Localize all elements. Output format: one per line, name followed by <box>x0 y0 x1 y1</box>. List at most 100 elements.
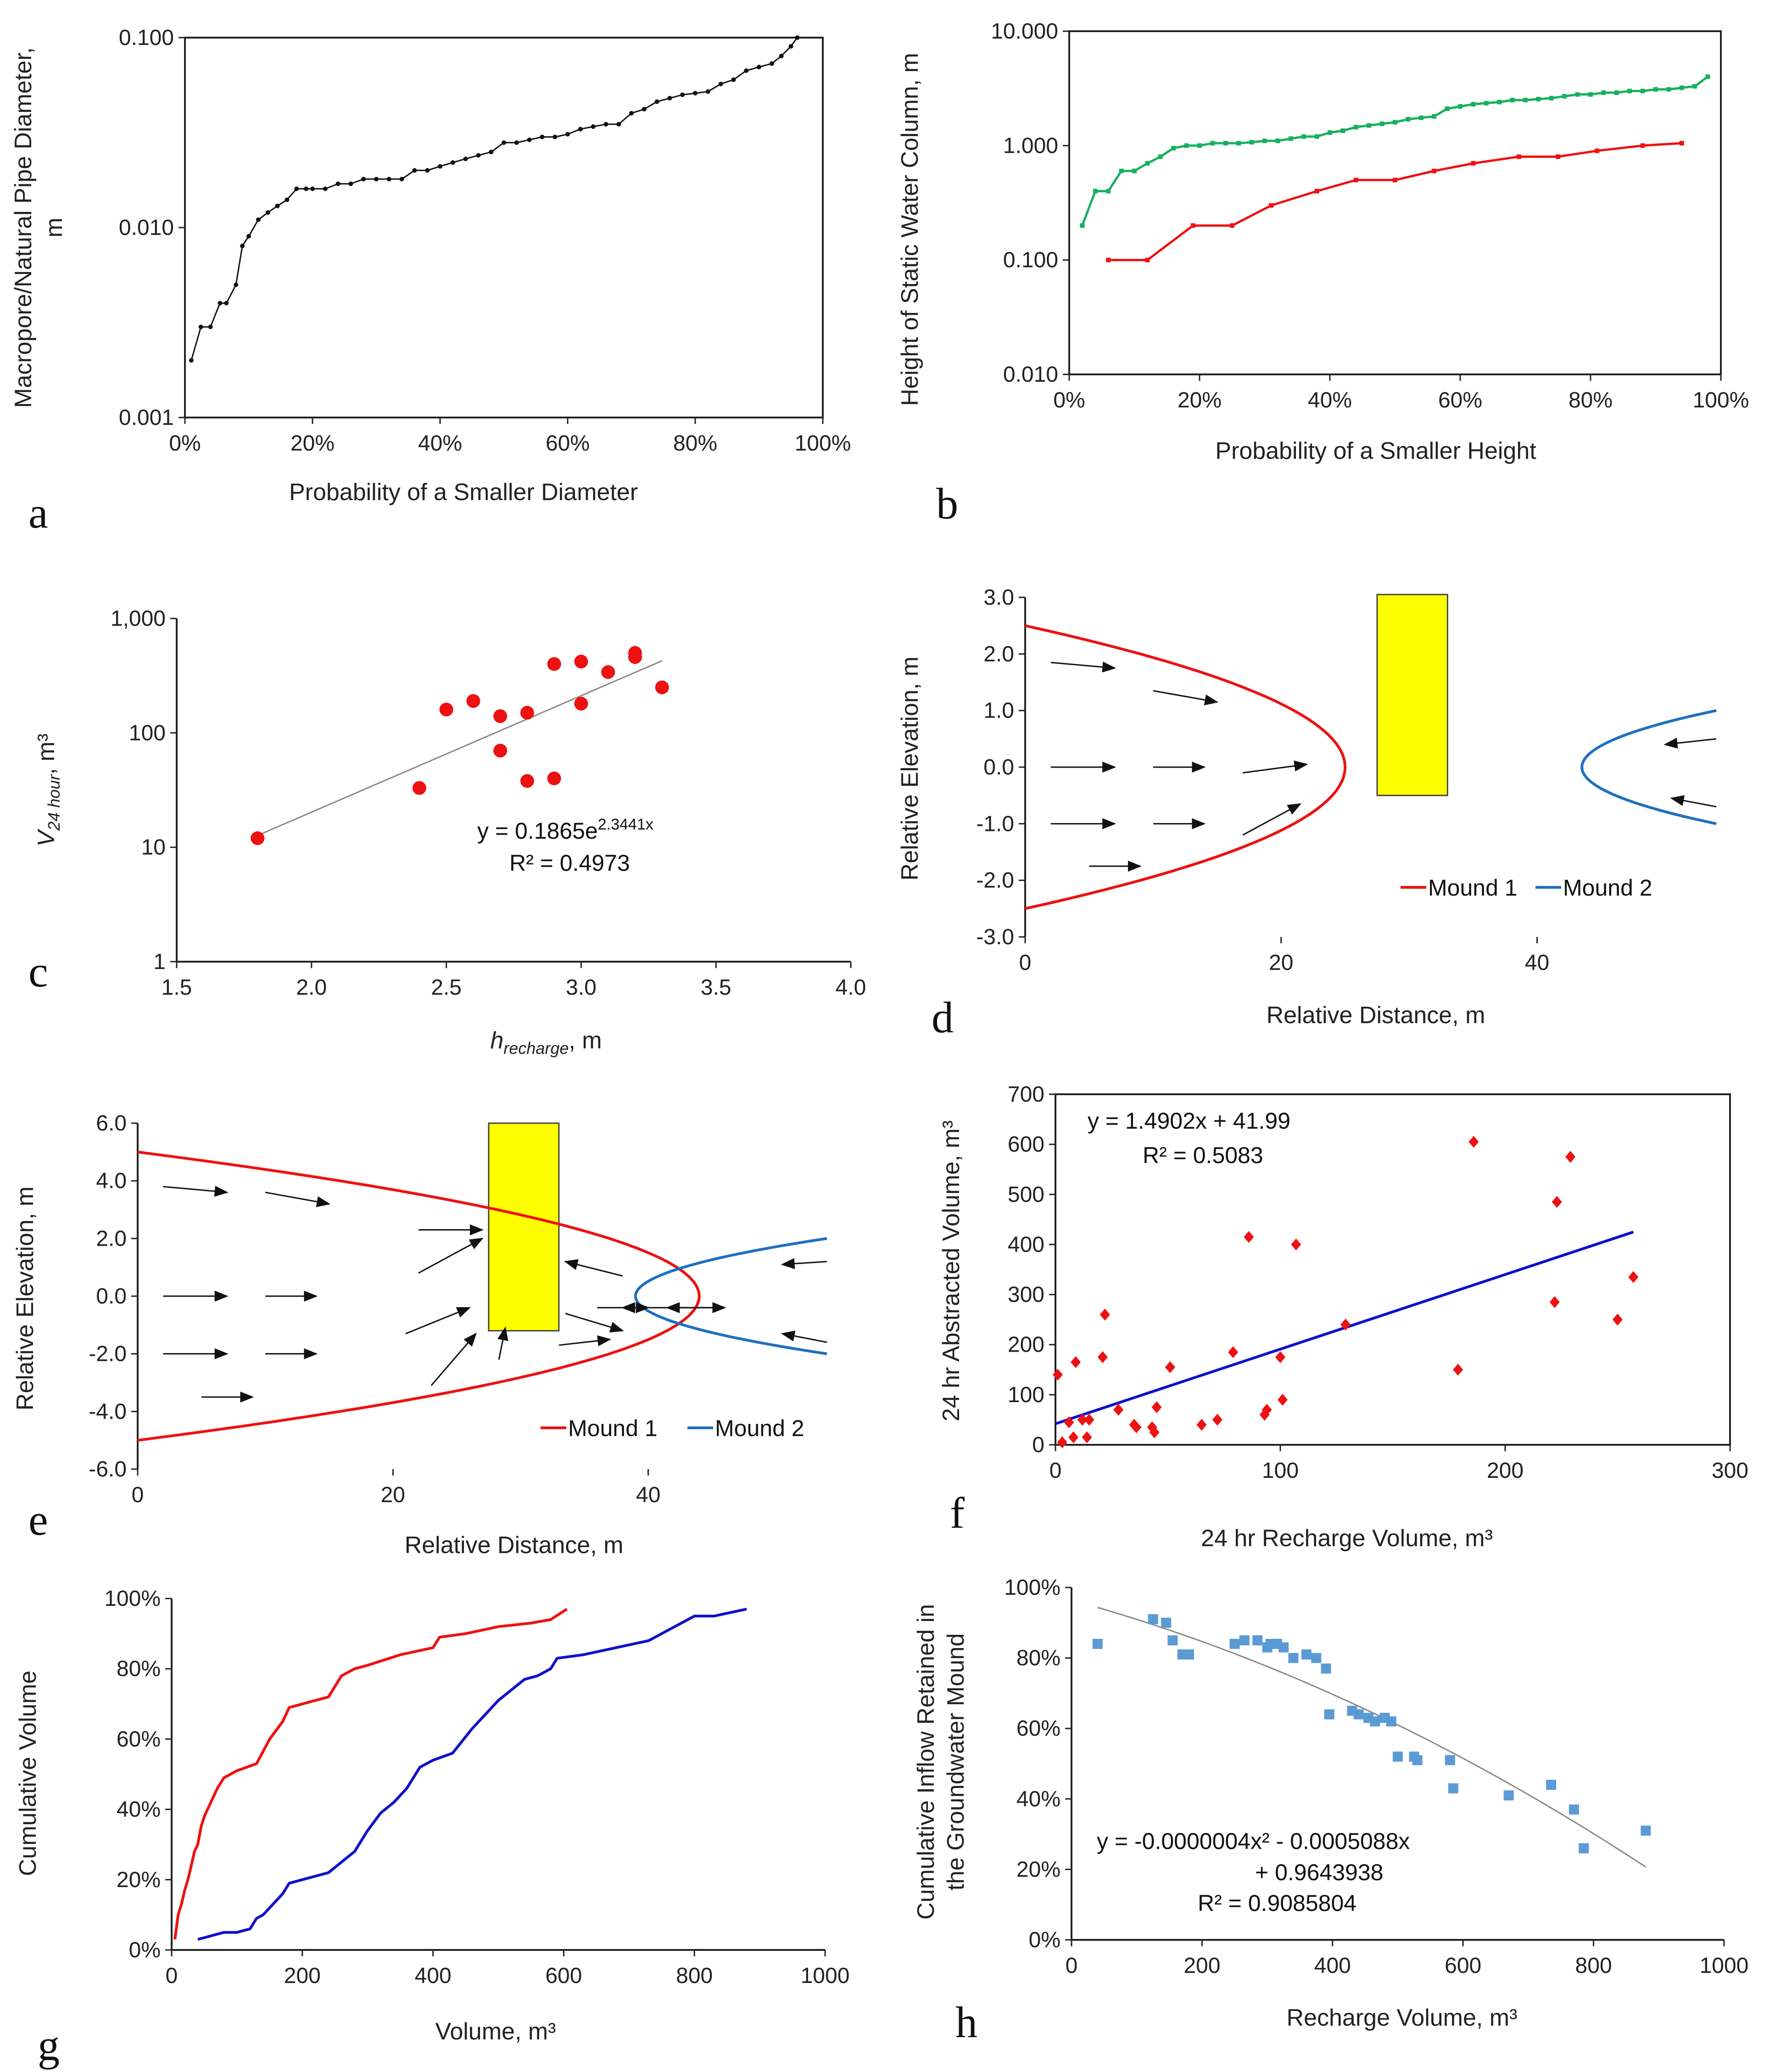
data-point-lower <box>1595 148 1600 153</box>
y-ticks-f: 0 100 200 300 400 500 600 700 <box>1008 1082 1055 1457</box>
data-point-f <box>1165 1361 1175 1373</box>
r2-c: R² = 0.4973 <box>509 850 630 876</box>
data-point-diameter <box>527 137 532 142</box>
data-point-f <box>1084 1414 1094 1426</box>
data-point-diameter <box>361 177 366 182</box>
data-point-diameter <box>294 186 299 191</box>
data-point-upper <box>1132 168 1137 173</box>
x-tick-label-f: 300 <box>1712 1459 1748 1483</box>
y-tick-label-f: 700 <box>1008 1082 1044 1107</box>
panel-c: 1 10 100 1,000 1.5 2.0 2.5 3.0 3.5 4.0 y = 0.186… <box>28 607 866 1058</box>
flow-arrow-e <box>781 1331 827 1343</box>
x-tick-label-h: 1000 <box>1700 1954 1749 1978</box>
data-point-diameter <box>208 324 213 329</box>
y-tick-label-b: 0.010 <box>1003 362 1058 387</box>
data-point-upper <box>1197 143 1202 148</box>
data-point-h <box>1288 1653 1299 1663</box>
data-point-h <box>1161 1617 1172 1628</box>
y-axis-title-e: Relative Elevation, m <box>12 1186 39 1410</box>
data-point-diameter <box>540 134 545 139</box>
data-point-upper <box>1262 139 1267 144</box>
y-ticks-b: 0.010 0.100 1.000 10.000 <box>991 19 1069 387</box>
y-axis-title-b: Height of Static Water Column, m <box>897 53 923 406</box>
data-point-c <box>493 709 508 723</box>
flow-arrow-d <box>1242 803 1302 836</box>
data-point-h <box>1370 1716 1380 1727</box>
y-tick-label-h: 20% <box>1016 1857 1061 1882</box>
data-point-diameter <box>246 234 251 239</box>
flow-arrow-e <box>163 1186 229 1197</box>
y-tick-label-a: 0.001 <box>119 406 174 430</box>
x-axis-title-c-main: h <box>490 1027 503 1054</box>
data-point-f <box>1291 1238 1301 1251</box>
data-point-lower <box>1393 178 1397 183</box>
flow-arrow-d <box>1670 795 1717 808</box>
data-point-diameter <box>224 301 229 306</box>
data-point-f <box>1077 1414 1088 1426</box>
panel-b: 0.010 0.100 1.000 10.000 0% 20% 40% 60% 80% 100%… <box>897 19 1749 528</box>
data-point-diameter <box>240 244 245 249</box>
x-tick-label-f: 200 <box>1487 1459 1524 1483</box>
data-point-f <box>1131 1421 1142 1433</box>
data-point-diameter <box>502 140 506 145</box>
flow-arrow-e <box>430 1332 477 1386</box>
x-tick-label-g: 0 <box>166 1964 178 1988</box>
panel-f: 0 100 200 300 400 500 600 700 0 100 200 300 y = 1.… <box>938 1082 1748 1552</box>
y-tick-label-h: 80% <box>1016 1646 1061 1671</box>
panel-a: 0.001 0.010 0.100 0% 20% 40% 60% 80% 100% Proba… <box>10 26 851 537</box>
data-point-f <box>1552 1196 1562 1208</box>
y-tick-label-a: 0.010 <box>119 216 174 240</box>
y-axis-title-f: 24 hr Abstracted Volume, m³ <box>938 1120 965 1421</box>
x-tick-label-e: 20 <box>381 1483 405 1507</box>
series-line-recharge <box>173 1608 568 1940</box>
x-tick-label-g: 200 <box>284 1964 321 1988</box>
data-point-upper <box>1353 125 1358 130</box>
data-point-lower <box>1556 154 1560 159</box>
data-point-c <box>547 771 561 785</box>
data-point-upper <box>1210 141 1215 146</box>
data-point-c <box>412 781 426 795</box>
data-point-c <box>628 650 642 664</box>
data-point-lower <box>1190 223 1195 228</box>
y-tick-label-c: 10 <box>141 835 166 860</box>
data-point-diameter <box>788 44 793 49</box>
x-tick-label-a: 20% <box>290 431 335 456</box>
flow-arrow-e <box>564 1259 623 1277</box>
y-tick-label-f: 300 <box>1008 1283 1044 1307</box>
data-point-diameter <box>667 95 672 100</box>
data-point-upper <box>1171 145 1176 150</box>
y-tick-label-e: 4.0 <box>96 1169 127 1193</box>
data-point-h <box>1321 1663 1331 1674</box>
data-point-c <box>251 831 265 845</box>
data-point-f <box>1149 1426 1160 1438</box>
data-point-upper <box>1340 128 1345 133</box>
data-point-lower <box>1640 143 1645 148</box>
legend-label-mound2-d: Mound 2 <box>1563 875 1652 901</box>
data-point-diameter <box>718 82 723 87</box>
data-point-upper <box>1379 121 1384 126</box>
y-tick-label-e: -4.0 <box>89 1399 127 1424</box>
data-point-h <box>1278 1642 1289 1653</box>
data-point-diameter <box>425 168 430 173</box>
y-tick-label-f: 400 <box>1008 1232 1044 1257</box>
legend-label-mound1-d: Mound 1 <box>1428 875 1518 901</box>
data-point-upper <box>1406 117 1411 122</box>
data-point-f <box>1277 1393 1288 1406</box>
y-tick-label-h: 0% <box>1029 1928 1061 1952</box>
data-point-c <box>466 694 480 708</box>
y-tick-label-d: 3.0 <box>983 585 1014 610</box>
x-ticks-e: 0 20 40 <box>132 1469 660 1507</box>
y-ticks-h: 0% 20% 40% 60% 80% 100% <box>1004 1576 1072 1952</box>
x-tick-label-b: 40% <box>1308 388 1352 412</box>
series-line-diameter <box>190 37 798 361</box>
data-point-f <box>1453 1364 1463 1376</box>
data-point-h <box>1301 1649 1312 1660</box>
data-point-lower <box>1471 161 1476 166</box>
x-tick-label-c: 3.5 <box>701 975 731 1000</box>
x-tick-label-b: 60% <box>1438 388 1482 412</box>
data-point-h <box>1393 1751 1403 1762</box>
data-point-diameter <box>198 324 203 329</box>
x-tick-label-f: 0 <box>1049 1459 1062 1483</box>
legend-e: Mound 1 Mound 2 <box>541 1415 804 1441</box>
y-tick-label-c: 100 <box>129 721 166 745</box>
